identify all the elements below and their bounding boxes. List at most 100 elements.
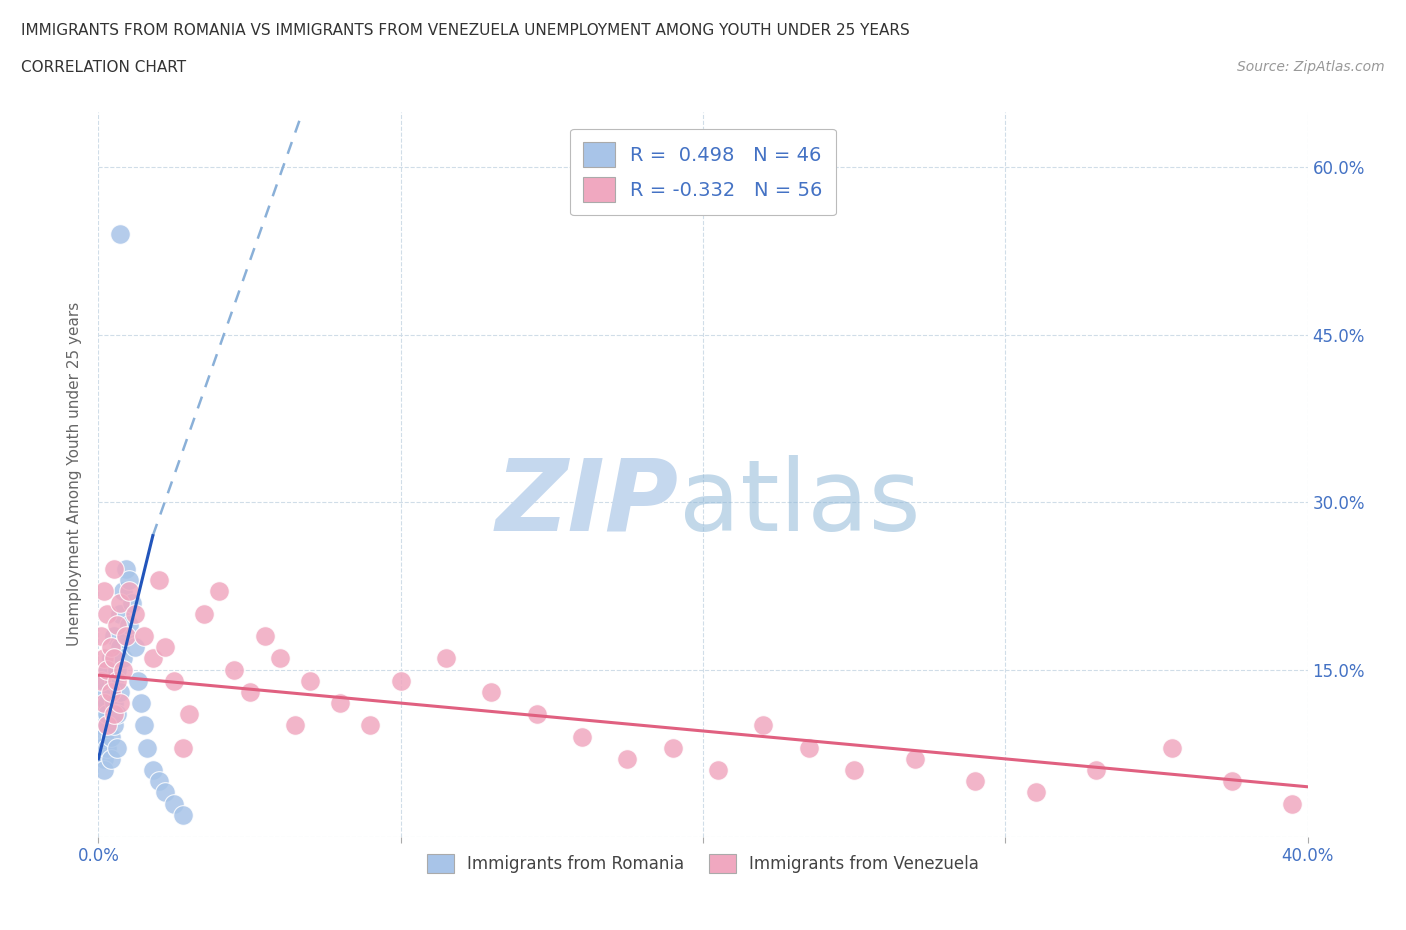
Point <box>239 684 262 699</box>
Point <box>93 751 115 766</box>
Point <box>103 651 125 666</box>
Text: IMMIGRANTS FROM ROMANIA VS IMMIGRANTS FROM VENEZUELA UNEMPLOYMENT AMONG YOUTH UN: IMMIGRANTS FROM ROMANIA VS IMMIGRANTS FR… <box>21 23 910 38</box>
Point <box>1085 763 1108 777</box>
Point <box>93 651 115 666</box>
Point <box>299 673 322 688</box>
Point <box>121 595 143 610</box>
Point <box>389 673 412 688</box>
Point <box>1281 796 1303 811</box>
Point <box>153 785 176 800</box>
Point <box>108 696 131 711</box>
Point <box>661 740 683 755</box>
Point <box>111 662 134 677</box>
Point <box>360 718 382 733</box>
Point <box>90 740 112 755</box>
Point <box>108 227 131 242</box>
Point <box>100 684 122 699</box>
Point <box>111 651 134 666</box>
Point <box>93 763 115 777</box>
Point <box>100 684 122 699</box>
Text: ZIP: ZIP <box>496 455 679 551</box>
Point <box>752 718 775 733</box>
Point <box>100 651 122 666</box>
Point <box>100 729 122 744</box>
Point <box>616 751 638 766</box>
Point <box>105 662 128 677</box>
Point <box>108 595 131 610</box>
Point <box>526 707 548 722</box>
Point <box>904 751 927 766</box>
Point <box>163 796 186 811</box>
Point <box>100 751 122 766</box>
Point <box>96 707 118 722</box>
Y-axis label: Unemployment Among Youth under 25 years: Unemployment Among Youth under 25 years <box>67 302 83 646</box>
Point <box>1160 740 1182 755</box>
Point <box>108 606 131 621</box>
Point <box>103 718 125 733</box>
Point <box>103 673 125 688</box>
Point <box>93 684 115 699</box>
Point <box>124 606 146 621</box>
Point <box>114 562 136 577</box>
Point <box>127 673 149 688</box>
Point <box>118 584 141 599</box>
Point <box>132 629 155 644</box>
Point <box>1024 785 1046 800</box>
Point <box>105 673 128 688</box>
Point <box>797 740 820 755</box>
Point <box>253 629 276 644</box>
Point <box>163 673 186 688</box>
Point <box>284 718 307 733</box>
Point <box>96 696 118 711</box>
Point <box>118 618 141 632</box>
Point <box>90 629 112 644</box>
Point <box>93 707 115 722</box>
Point <box>153 640 176 655</box>
Point <box>96 662 118 677</box>
Point <box>172 740 194 755</box>
Point <box>105 707 128 722</box>
Point <box>844 763 866 777</box>
Point <box>114 629 136 644</box>
Point <box>208 584 231 599</box>
Point <box>114 629 136 644</box>
Point <box>100 640 122 655</box>
Point <box>96 740 118 755</box>
Point <box>135 740 157 755</box>
Point <box>93 696 115 711</box>
Point <box>148 573 170 588</box>
Text: atlas: atlas <box>679 455 921 551</box>
Point <box>108 684 131 699</box>
Point <box>105 618 128 632</box>
Point <box>93 729 115 744</box>
Point <box>142 651 165 666</box>
Point <box>93 673 115 688</box>
Point <box>124 640 146 655</box>
Point <box>329 696 352 711</box>
Point <box>90 673 112 688</box>
Point <box>179 707 201 722</box>
Point <box>142 763 165 777</box>
Point <box>129 696 152 711</box>
Point <box>108 640 131 655</box>
Point <box>111 584 134 599</box>
Text: Source: ZipAtlas.com: Source: ZipAtlas.com <box>1237 60 1385 74</box>
Point <box>224 662 246 677</box>
Point <box>1220 774 1243 789</box>
Point <box>103 696 125 711</box>
Point <box>103 707 125 722</box>
Point <box>93 584 115 599</box>
Point <box>90 696 112 711</box>
Point <box>193 606 215 621</box>
Point <box>707 763 730 777</box>
Point <box>172 807 194 822</box>
Point <box>269 651 291 666</box>
Point <box>96 718 118 733</box>
Point <box>90 718 112 733</box>
Point <box>965 774 987 789</box>
Point <box>434 651 457 666</box>
Point <box>103 629 125 644</box>
Point <box>132 718 155 733</box>
Point <box>571 729 593 744</box>
Point <box>96 662 118 677</box>
